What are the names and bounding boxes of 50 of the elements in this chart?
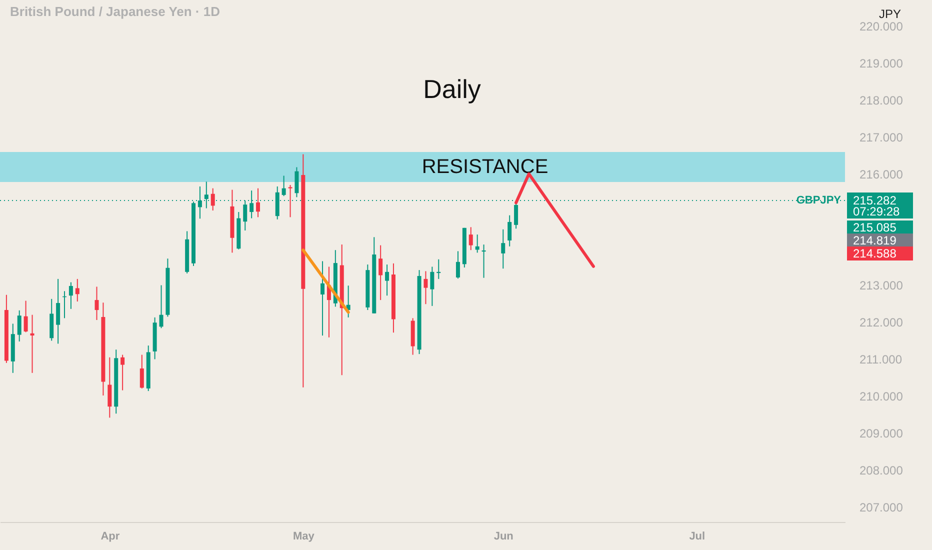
text: JPY xyxy=(878,7,902,21)
candlestick xyxy=(56,278,60,344)
candlestick xyxy=(210,188,215,211)
candlestick xyxy=(108,356,112,418)
candlestick xyxy=(17,310,22,342)
candlestick xyxy=(120,354,125,391)
x-tick-label: Jun xyxy=(494,530,514,542)
text: Daily xyxy=(423,74,481,104)
candlestick xyxy=(288,184,292,218)
candlestick xyxy=(256,188,260,218)
candlestick xyxy=(430,266,434,306)
candlestick xyxy=(159,284,164,329)
y-tick-label: 216.000 xyxy=(860,167,904,182)
candlestick xyxy=(320,260,325,336)
text: 215.085 xyxy=(853,220,897,234)
x-tick-label: Jul xyxy=(689,530,706,542)
candlestick xyxy=(475,234,480,254)
y-tick-label: 209.000 xyxy=(860,426,904,440)
candlestick xyxy=(378,244,383,301)
y-tick-label: 213.000 xyxy=(860,278,904,292)
candlestick xyxy=(68,282,73,310)
x-tick-label: May xyxy=(292,530,316,542)
y-tick-label: 218.000 xyxy=(860,93,904,108)
candlestick xyxy=(140,354,144,389)
y-tick-label: 210.000 xyxy=(860,389,904,404)
candlestick xyxy=(456,250,460,280)
x-tick-label: Apr xyxy=(100,530,120,542)
band-label: RESISTANCE xyxy=(422,156,548,178)
y-tick-label: 207.000 xyxy=(860,500,904,514)
candlestick xyxy=(24,300,28,333)
candlestick xyxy=(385,264,390,296)
candlestick xyxy=(94,286,99,321)
candlestick xyxy=(294,166,299,198)
candlestick xyxy=(282,175,286,197)
y-tick-label: 212.000 xyxy=(860,315,904,330)
y-tick-label: 220.000 xyxy=(860,19,904,34)
y-tick-label: 219.000 xyxy=(860,56,904,70)
text: 214.588 xyxy=(853,246,897,260)
y-tick-label: 217.000 xyxy=(860,130,904,144)
text: 214.819 xyxy=(853,233,897,248)
candlestick xyxy=(514,202,518,230)
candlestick xyxy=(424,270,428,305)
candlestick xyxy=(468,226,473,251)
annotation: GBPJPY xyxy=(796,194,842,206)
candlestick xyxy=(508,214,512,247)
chart-subtitle: British Pound / Japanese Yen · 1D xyxy=(10,4,220,19)
candlestick xyxy=(75,278,80,302)
y-tick-label: 211.000 xyxy=(860,352,902,366)
candlestick xyxy=(501,228,506,270)
y-tick-label: 208.000 xyxy=(860,463,904,478)
